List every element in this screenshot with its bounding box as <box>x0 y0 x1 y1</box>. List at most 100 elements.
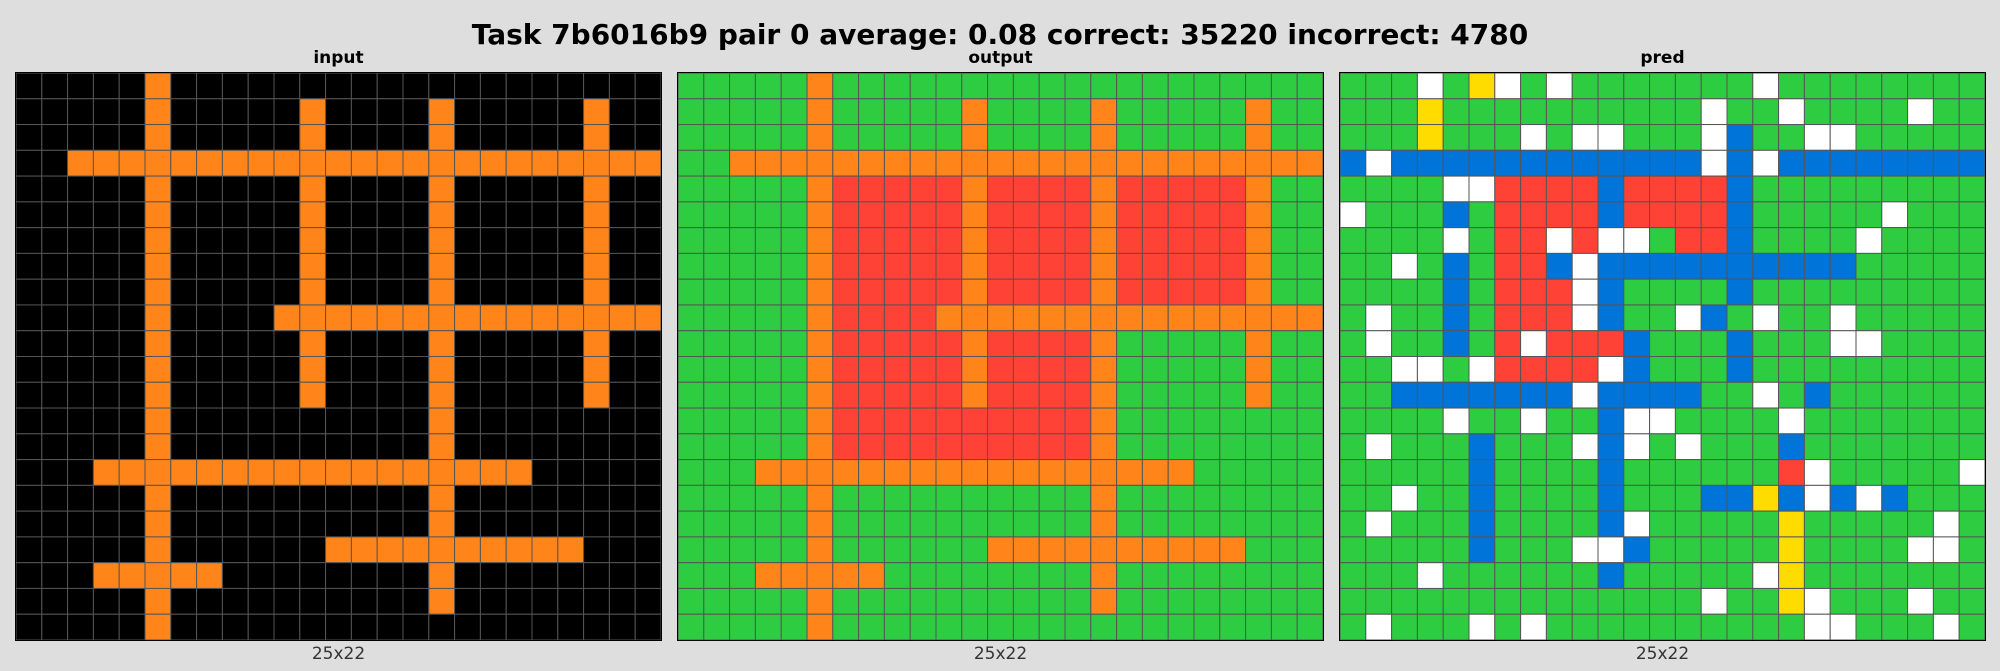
input-cell-0-4 <box>118 73 146 100</box>
output-cell-11-17 <box>1116 356 1143 383</box>
pred-cell-4-4 <box>1442 175 1470 203</box>
input-cell-3-3 <box>92 149 120 177</box>
output-cell-21-9 <box>909 613 937 640</box>
output-size-label: 25x22 <box>973 644 1028 664</box>
input-cell-12-12 <box>325 381 352 409</box>
pred-cell-5-15 <box>1726 201 1754 229</box>
input-cell-14-8 <box>221 433 249 461</box>
input-cell-19-1 <box>41 562 69 589</box>
pred-cell-0-13 <box>1674 73 1702 100</box>
output-cell-21-13 <box>1012 613 1040 640</box>
pred-cell-21-10 <box>1597 613 1625 640</box>
pred-cell-9-7 <box>1520 304 1547 332</box>
pred-cell-19-11 <box>1623 562 1651 589</box>
output-cell-0-15 <box>1064 73 1092 100</box>
input-cell-21-8 <box>221 613 249 640</box>
input-cell-7-22 <box>583 252 610 280</box>
input-cell-14-19 <box>505 433 533 461</box>
input-cell-4-24 <box>634 175 661 203</box>
input-cell-0-6 <box>170 73 198 100</box>
pred-cell-14-19 <box>1829 433 1857 461</box>
pred-cell-15-7 <box>1520 459 1547 486</box>
pred-cell-4-21 <box>1881 175 1909 203</box>
output-cell-12-11 <box>961 381 989 409</box>
output-cell-14-15 <box>1064 433 1092 461</box>
pred-cell-4-2 <box>1391 175 1418 203</box>
output-cell-13-9 <box>909 407 937 435</box>
output-cell-12-21 <box>1219 381 1247 409</box>
input-cell-0-2 <box>67 73 94 100</box>
input-cell-9-17 <box>454 304 481 332</box>
input-cell-11-13 <box>350 356 378 383</box>
input-cell-19-3 <box>92 562 120 589</box>
pred-cell-19-12 <box>1649 562 1676 589</box>
input-cell-15-22 <box>583 459 610 486</box>
input-cell-9-0 <box>16 304 43 332</box>
output-cell-8-24 <box>1296 278 1323 306</box>
pred-cell-0-11 <box>1623 73 1651 100</box>
output-cell-13-5 <box>806 407 834 435</box>
pred-cell-7-12 <box>1649 252 1676 280</box>
input-cell-13-22 <box>583 407 610 435</box>
pred-cell-6-4 <box>1442 227 1470 254</box>
input-cell-0-24 <box>634 73 661 100</box>
pred-cell-5-5 <box>1468 201 1496 229</box>
pred-cell-5-23 <box>1932 201 1960 229</box>
pred-cell-16-0 <box>1340 484 1367 512</box>
output-cell-21-22 <box>1245 613 1272 640</box>
output-cell-18-6 <box>832 536 860 564</box>
pred-cell-7-14 <box>1700 252 1728 280</box>
output-cell-17-7 <box>858 510 885 538</box>
output-cell-20-14 <box>1038 587 1066 615</box>
pred-size-label: 25x22 <box>1635 644 1690 664</box>
pred-cell-12-14 <box>1700 381 1728 409</box>
pred-cell-18-1 <box>1365 536 1393 564</box>
pred-cell-18-3 <box>1416 536 1444 564</box>
input-cell-2-22 <box>583 124 610 151</box>
pred-cell-0-3 <box>1416 73 1444 100</box>
input-cell-2-6 <box>170 124 198 151</box>
input-cell-11-22 <box>583 356 610 383</box>
input-cell-7-8 <box>221 252 249 280</box>
pred-cell-4-19 <box>1829 175 1857 203</box>
output-cell-17-2 <box>729 510 756 538</box>
output-cell-3-20 <box>1193 149 1221 177</box>
input-cell-19-0 <box>16 562 43 589</box>
output-cell-5-1 <box>703 201 731 229</box>
input-cell-2-24 <box>634 124 661 151</box>
pred-cell-7-20 <box>1855 252 1883 280</box>
pred-cell-20-5 <box>1468 587 1496 615</box>
output-cell-2-8 <box>883 124 911 151</box>
pred-cell-9-14 <box>1700 304 1728 332</box>
output-cell-14-17 <box>1116 433 1143 461</box>
input-cell-9-10 <box>273 304 301 332</box>
input-cell-2-19 <box>505 124 533 151</box>
output-cell-15-22 <box>1245 459 1272 486</box>
pred-cell-10-0 <box>1340 330 1367 358</box>
input-cell-6-5 <box>144 227 172 254</box>
output-cell-0-3 <box>754 73 782 100</box>
pred-cell-0-24 <box>1958 73 1985 100</box>
output-cell-15-13 <box>1012 459 1040 486</box>
input-cell-12-19 <box>505 381 533 409</box>
input-cell-14-3 <box>92 433 120 461</box>
pred-cell-19-18 <box>1803 562 1831 589</box>
pred-cell-6-13 <box>1674 227 1702 254</box>
output-cell-5-17 <box>1116 201 1143 229</box>
input-cell-1-11 <box>299 98 327 126</box>
output-cell-3-15 <box>1064 149 1092 177</box>
input-cell-14-4 <box>118 433 146 461</box>
input-cell-0-10 <box>273 73 301 100</box>
input-cell-0-13 <box>350 73 378 100</box>
pred-cell-1-17 <box>1778 98 1805 126</box>
output-cell-0-22 <box>1245 73 1272 100</box>
pred-cell-15-10 <box>1597 459 1625 486</box>
input-cell-5-20 <box>531 201 559 229</box>
output-cell-9-4 <box>780 304 808 332</box>
pred-cell-3-22 <box>1907 149 1934 177</box>
pred-cell-17-20 <box>1855 510 1883 538</box>
output-cell-7-21 <box>1219 252 1247 280</box>
input-cell-8-3 <box>92 278 120 306</box>
pred-cell-17-17 <box>1778 510 1805 538</box>
output-cell-9-17 <box>1116 304 1143 332</box>
